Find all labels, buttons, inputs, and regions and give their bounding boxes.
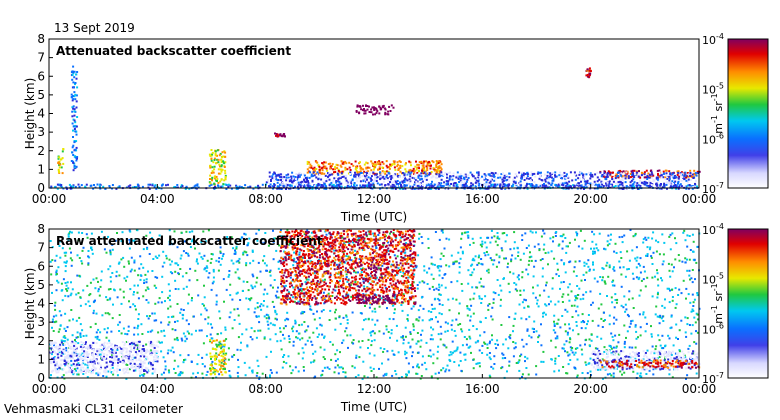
colorbar-tick-label: 10-7 [702, 371, 724, 386]
colorbar-tick-label: 10-6 [702, 131, 724, 146]
heatmap-feature-cloud [355, 294, 395, 306]
heatmap-feature-clear-low [590, 350, 701, 371]
axes: 00:00 04:00 08:00 12:00 16:00 20:00 00:0001234… [32, 222, 717, 396]
panel-title: Raw attenuated backscatter coefficient [56, 234, 323, 248]
x-tick-label: 16:00 [465, 382, 500, 396]
x-tick-label: 12:00 [357, 382, 392, 396]
x-tick-label: 00:00 [32, 382, 67, 396]
heatmap-feature-cloud [208, 149, 227, 186]
heatmap-feature-noise-floor [265, 171, 700, 190]
heatmap-feature-precip [70, 65, 79, 172]
y-tick-label: 3 [37, 315, 45, 329]
colorbar-gradient [727, 228, 769, 379]
heatmap-feature-cloud [209, 339, 227, 376]
y-tick-label: 3 [37, 125, 45, 139]
heatmap-feature-noise-background [49, 229, 701, 380]
y-tick-label: 8 [37, 222, 45, 236]
y-tick-label: 0 [37, 181, 45, 195]
panel-title: Attenuated backscatter coefficient [56, 44, 291, 58]
x-tick-label: 08:00 [248, 382, 283, 396]
heatmap-feature-clear-low [49, 340, 160, 375]
colorbar-gradient [727, 38, 769, 189]
y-tick-label: 4 [37, 297, 45, 311]
y-tick-label: 4 [37, 107, 45, 121]
y-tick-label: 8 [37, 32, 45, 46]
colorbar-tick-label: 10-7 [702, 181, 724, 196]
colorbar: 10-7 10-6 10-5 10-4 m-1 sr-1 [702, 32, 769, 196]
y-tick-label: 6 [37, 259, 45, 273]
colorbar-unit-label: m-1 sr-1 [710, 93, 725, 133]
axes: 00:00 04:00 08:00 12:00 16:00 20:00 00:0001234… [32, 32, 717, 206]
heatmap-feature-cloud [274, 132, 286, 138]
x-tick-label: 20:00 [573, 382, 608, 396]
y-tick-label: 2 [37, 334, 45, 348]
y-tick-label: 0 [37, 371, 45, 385]
x-tick-label: 04:00 [140, 382, 175, 396]
y-axis-label: Height (km) [23, 268, 37, 339]
x-tick-label: 04:00 [140, 192, 175, 206]
y-tick-label: 6 [37, 69, 45, 83]
x-tick-label: 16:00 [465, 192, 500, 206]
y-tick-label: 7 [37, 51, 45, 65]
x-tick-label: 20:00 [573, 192, 608, 206]
colorbar-tick-label: 10-4 [702, 32, 724, 47]
heatmap-feature-cloud [355, 104, 395, 116]
heatmap-image [49, 229, 701, 380]
heatmap-feature-noise-high [279, 229, 417, 306]
colorbar: 10-7 10-6 10-5 10-4 m-1 sr-1 [702, 222, 769, 386]
heatmap-feature-precip [57, 148, 65, 175]
panel-raw: Raw attenuated backscatter coefficient 0… [23, 222, 769, 414]
y-axis-label: Height (km) [23, 78, 37, 149]
y-tick-label: 7 [37, 241, 45, 255]
instrument-label: Vehmasmaki CL31 ceilometer [4, 402, 183, 416]
heatmap-image [50, 65, 701, 190]
y-tick-label: 1 [37, 162, 45, 176]
panel-attenuated: Attenuated backscatter coefficient 00:00… [23, 32, 769, 224]
colorbar-tick-label: 10-4 [702, 222, 724, 237]
x-tick-label: 00:00 [32, 192, 67, 206]
colorbar-tick-label: 10-5 [702, 82, 724, 97]
y-tick-label: 5 [37, 88, 45, 102]
x-tick-label: 12:00 [357, 192, 392, 206]
x-tick-label: 00:00 [682, 192, 717, 206]
y-tick-label: 5 [37, 278, 45, 292]
colorbar-tick-label: 10-6 [702, 321, 724, 336]
y-tick-label: 2 [37, 144, 45, 158]
x-tick-label: 08:00 [248, 192, 283, 206]
x-axis-label: Time (UTC) [340, 210, 407, 224]
x-axis-label: Time (UTC) [340, 400, 407, 414]
x-tick-label: 00:00 [682, 382, 717, 396]
date-label: 13 Sept 2019 [54, 21, 135, 35]
y-tick-label: 1 [37, 352, 45, 366]
colorbar-tick-label: 10-5 [702, 272, 724, 287]
heatmap-feature-cloud [585, 67, 592, 79]
colorbar-unit-label: m-1 sr-1 [710, 283, 725, 323]
